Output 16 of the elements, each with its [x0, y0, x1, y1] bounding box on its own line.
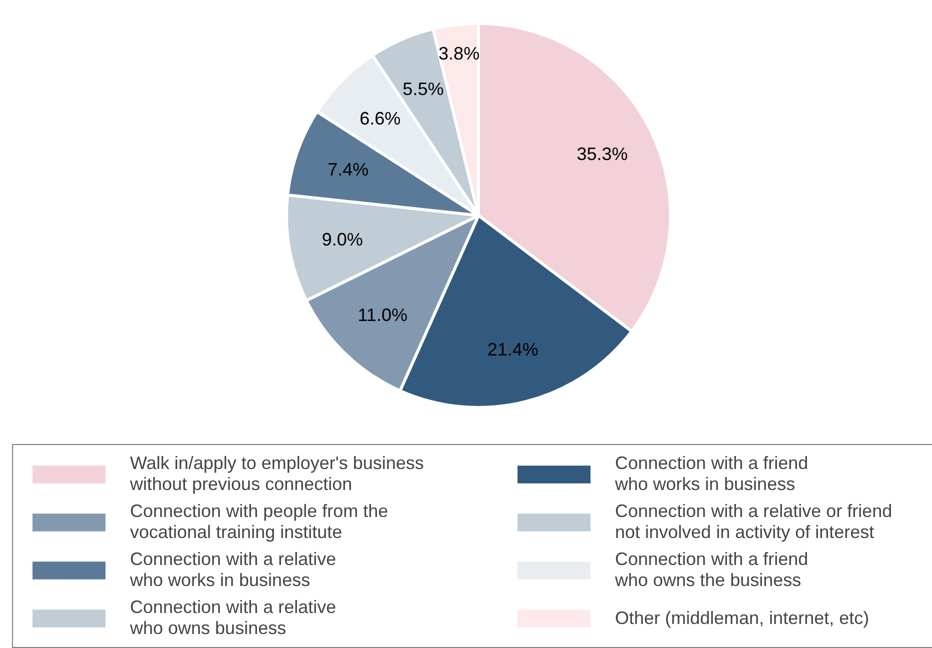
data-label: 3.8% [438, 43, 480, 64]
data-label: 35.3% [576, 144, 628, 164]
legend-label: Other (middleman, internet, etc) [615, 608, 870, 628]
data-label: 21.4% [487, 339, 538, 360]
legend-label: Connection with a friend who works in business [615, 453, 810, 495]
legend-label: Connection with a friend who owns the business [615, 549, 810, 591]
data-label: 6.6% [360, 108, 401, 128]
legend-label: Connection with a relative who works in business [130, 549, 338, 591]
data-label: 5.5% [402, 78, 444, 99]
data-label: 7.4% [328, 159, 369, 180]
legend-label: Connection with people from the vocational training institute [130, 501, 390, 543]
legend-label: Connection with a relative or friend not involved in activity of interest [615, 501, 894, 543]
legend-label: Connection with a relative who owns business [130, 597, 338, 639]
data-label: 11.0% [358, 305, 408, 326]
data-label: 9.0% [322, 230, 363, 250]
legend-label: Walk in/apply to employer's business without previous connection [130, 453, 425, 495]
